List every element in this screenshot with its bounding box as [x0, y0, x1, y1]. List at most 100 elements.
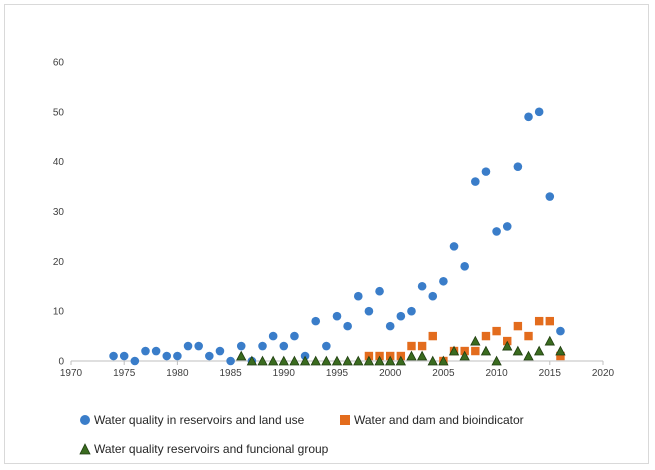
series-3-point [342, 355, 353, 366]
series-1-point [322, 341, 331, 351]
legend-label-series-1: Water quality in reservoirs and land use [94, 413, 305, 427]
series-3-point [491, 355, 502, 366]
series-1-point [492, 227, 501, 236]
series-1-point [194, 341, 203, 351]
series-1-point [332, 311, 342, 321]
y-tick-label: 40 [53, 157, 65, 168]
series-3-point [321, 355, 332, 366]
series-3-point [289, 355, 300, 366]
y-tick-label: 60 [53, 58, 65, 69]
series-1-point [524, 112, 533, 122]
series-1-point [449, 242, 459, 251]
series-1-point [407, 306, 416, 316]
series-2-point [524, 331, 533, 341]
legend: Water quality in reservoirs and land use… [79, 413, 639, 463]
series-1-point [215, 346, 225, 356]
series-1-point [353, 291, 363, 301]
series-3-point [395, 355, 407, 366]
scatter-plot: 1970 1975 1980 1985 1990 1995 2000 2005 2010 2015… [53, 58, 615, 380]
legend-marker-circle [80, 415, 90, 425]
series-1-point [439, 276, 448, 286]
y-tick-label: 30 [53, 207, 65, 218]
series-2-point [492, 326, 501, 336]
series-3-point [533, 345, 545, 356]
series-3-point [470, 335, 481, 346]
series-3-point [363, 355, 375, 366]
x-tick-label: 2015 [539, 368, 562, 379]
chart-marks [109, 107, 566, 366]
series-1-point [290, 331, 299, 341]
series-1-point [343, 321, 352, 331]
legend-item-series-1: Water quality in reservoirs and land use [79, 413, 304, 427]
series-2-point [556, 351, 565, 361]
series-3-point [448, 345, 460, 356]
series-1-point [311, 316, 321, 326]
series-3-point [406, 350, 417, 361]
series-3-point [310, 355, 321, 366]
legend-label-series-3: Water quality reservoirs and funcional g… [94, 442, 329, 456]
x-tick-label: 1985 [219, 368, 242, 379]
series-1-point [268, 331, 278, 341]
x-tick-label: 1970 [60, 368, 83, 379]
series-1-point [183, 341, 193, 351]
series-1-point [205, 351, 214, 361]
series-2-point [417, 341, 427, 351]
series-2-point [545, 316, 554, 326]
series-3-point [512, 345, 524, 356]
series-1-point [460, 262, 469, 271]
series-3-point [374, 355, 385, 366]
x-tick-label: 2010 [485, 368, 508, 379]
x-tick-label: 2000 [379, 368, 402, 379]
series-2-point [534, 316, 544, 326]
series-1-point [481, 167, 491, 176]
chart-frame: 1970 1975 1980 1985 1990 1995 2000 2005 2010 2015… [4, 4, 649, 464]
series-1-point [385, 321, 395, 331]
legend-marker-triangle [79, 443, 91, 455]
x-tick-label: 1995 [326, 368, 349, 379]
series-3-point [480, 345, 492, 356]
series-1-point [375, 286, 384, 296]
series-3-point [299, 355, 311, 366]
series-1-point [471, 177, 480, 186]
series-1-point [236, 341, 246, 351]
series-1-point [109, 351, 118, 361]
series-1-point [226, 356, 235, 366]
series-1-point [258, 341, 267, 351]
y-tick-label: 50 [53, 107, 65, 118]
series-1-point [513, 162, 523, 171]
legend-item-series-3: Water quality reservoirs and funcional g… [79, 442, 328, 456]
series-1-point [119, 351, 129, 361]
series-1-point [130, 356, 140, 366]
series-3-point [555, 345, 566, 356]
series-1-point [173, 351, 182, 361]
series-3-point [438, 355, 449, 366]
x-tick-label: 1980 [166, 368, 189, 379]
series-1-point [417, 281, 427, 291]
x-tick-label: 2020 [592, 368, 615, 379]
series-3-point [523, 350, 534, 361]
series-3-point [427, 355, 438, 366]
series-1-point [428, 291, 438, 301]
series-1-point [534, 107, 544, 117]
series-3-point [278, 355, 289, 366]
x-tick-label: 2005 [432, 368, 455, 379]
series-3-point [544, 335, 555, 346]
series-1-point [364, 306, 374, 316]
series-1-point [279, 341, 289, 351]
axes: 1970 1975 1980 1985 1990 1995 2000 2005 2010 2015… [53, 58, 615, 380]
y-tick-label: 10 [53, 307, 65, 318]
series-3-point [246, 355, 258, 366]
series-2-point [471, 346, 480, 356]
series-1-point [396, 311, 406, 321]
x-tick-label: 1990 [273, 368, 296, 379]
series-1-point [556, 326, 565, 336]
series-2-point [428, 331, 437, 341]
series-3-point [353, 355, 364, 366]
series-2-point [481, 331, 491, 341]
series-2-point [513, 321, 523, 331]
series-3-point [267, 355, 279, 366]
series-3-point [459, 350, 470, 361]
y-tick-label: 20 [53, 257, 65, 268]
series-1-point [162, 351, 172, 361]
series-3-point [502, 340, 513, 351]
